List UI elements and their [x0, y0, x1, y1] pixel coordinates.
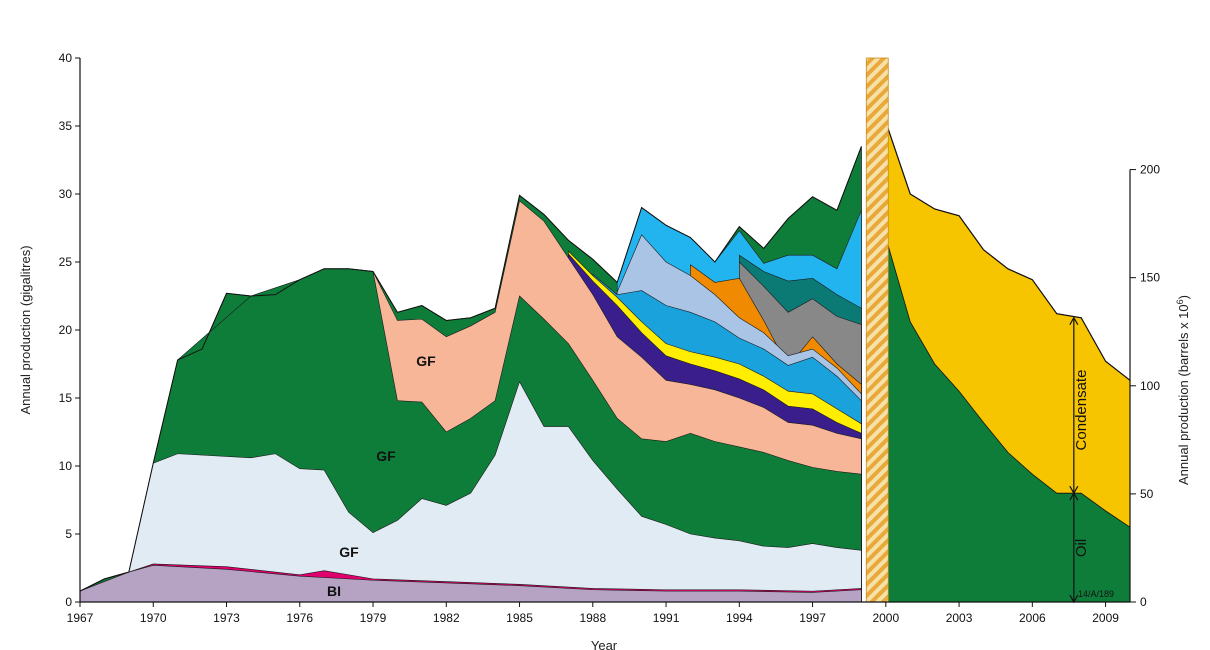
- y2-tick-label: 150: [1140, 271, 1160, 285]
- y2-title-exponent: 6: [1175, 299, 1185, 304]
- total-forecast-line: [885, 121, 1131, 381]
- annotation-gf-middle: GF: [376, 448, 396, 464]
- annotation-oil: Oil: [1073, 539, 1090, 557]
- x-tick-label: 1976: [286, 611, 313, 625]
- x-tick-label: 1991: [653, 611, 680, 625]
- x-tick-label: 1970: [140, 611, 167, 625]
- x-axis-title: Year: [591, 638, 618, 650]
- y2-tick-label: 0: [1140, 595, 1147, 609]
- oil-arrow-tail: [1069, 594, 1079, 604]
- x-tick-label: 1967: [67, 611, 94, 625]
- field-layer-11: [128, 380, 862, 603]
- y-tick-label: 5: [65, 527, 72, 541]
- oil-forecast-area: [885, 237, 1131, 603]
- y-axis-title: Annual production (gigalitres): [18, 245, 33, 414]
- y-tick-label: 25: [59, 255, 73, 269]
- annotation-ref-code: 14/A/189: [1078, 589, 1114, 599]
- y2-title-prefix: Annual production (barrels x 10: [1176, 304, 1191, 485]
- x-tick-label: 2006: [1019, 611, 1046, 625]
- history-field-layers: [79, 146, 862, 603]
- y2-title-suffix: ): [1176, 295, 1191, 299]
- x-tick-label: 2003: [946, 611, 973, 625]
- range-arrows: [1069, 316, 1079, 604]
- x-tick-label: 2009: [1092, 611, 1119, 625]
- forecast-divider: [865, 57, 889, 603]
- x-tick-label: 1982: [433, 611, 460, 625]
- forecast-layers: [885, 121, 1131, 603]
- y-tick-label: 40: [59, 51, 73, 65]
- y-tick-label: 30: [59, 187, 73, 201]
- annotation-gf-upper: GF: [416, 353, 436, 369]
- y-tick-label: 0: [65, 595, 72, 609]
- annotation-bi: BI: [327, 583, 341, 599]
- x-tick-label: 1994: [726, 611, 753, 625]
- x-tick-labels: 1967 1970 1973 1976 1979 1982 1985 1988 1991 1994…: [67, 602, 1119, 625]
- x-tick-label: 1997: [799, 611, 826, 625]
- y-tick-label: 35: [59, 119, 73, 133]
- y-tick-label: 20: [59, 323, 73, 337]
- y2-tick-label: 100: [1140, 379, 1160, 393]
- y2-tick-label: 50: [1140, 487, 1154, 501]
- y-tick-labels: 0 5 10 15 20 25 30 35 40: [59, 51, 80, 609]
- y-tick-label: 10: [59, 459, 73, 473]
- y2-axis-title: Annual production (barrels x 106): [1175, 295, 1191, 485]
- y2-tick-labels: 0 50 100 150 200: [1130, 163, 1160, 609]
- y2-tick-label: 200: [1140, 163, 1160, 177]
- condensate-arrow-head: [1069, 316, 1079, 326]
- annotation-condensate: Condensate: [1073, 370, 1090, 451]
- x-tick-label: 1988: [579, 611, 606, 625]
- annotation-gf-lower: GF: [339, 544, 359, 560]
- x-tick-label: 1985: [506, 611, 533, 625]
- oil-arrow-head: [1069, 491, 1079, 501]
- x-tick-label: 2000: [872, 611, 899, 625]
- total-production-line: [79, 146, 862, 592]
- x-tick-label: 1973: [213, 611, 240, 625]
- field-layer-13: [79, 564, 862, 603]
- x-tick-label: 1979: [360, 611, 387, 625]
- y-tick-label: 15: [59, 391, 73, 405]
